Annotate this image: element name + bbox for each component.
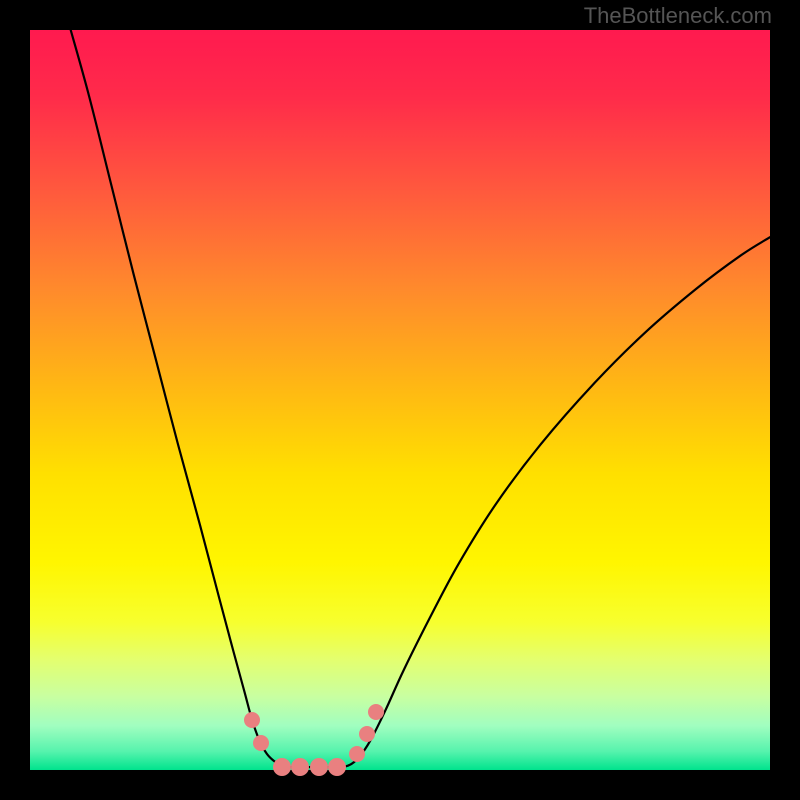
chart-stage: TheBottleneck.com [0, 0, 800, 800]
plot-area [30, 30, 770, 770]
data-marker [359, 726, 375, 742]
curve-layer [30, 30, 770, 770]
data-marker [368, 704, 384, 720]
data-marker [291, 758, 309, 776]
data-marker [349, 746, 365, 762]
bottleneck-curve [71, 30, 770, 767]
data-marker [273, 758, 291, 776]
watermark-text: TheBottleneck.com [584, 3, 772, 29]
data-marker [244, 712, 260, 728]
data-marker [253, 735, 269, 751]
data-marker [328, 758, 346, 776]
data-marker [310, 758, 328, 776]
